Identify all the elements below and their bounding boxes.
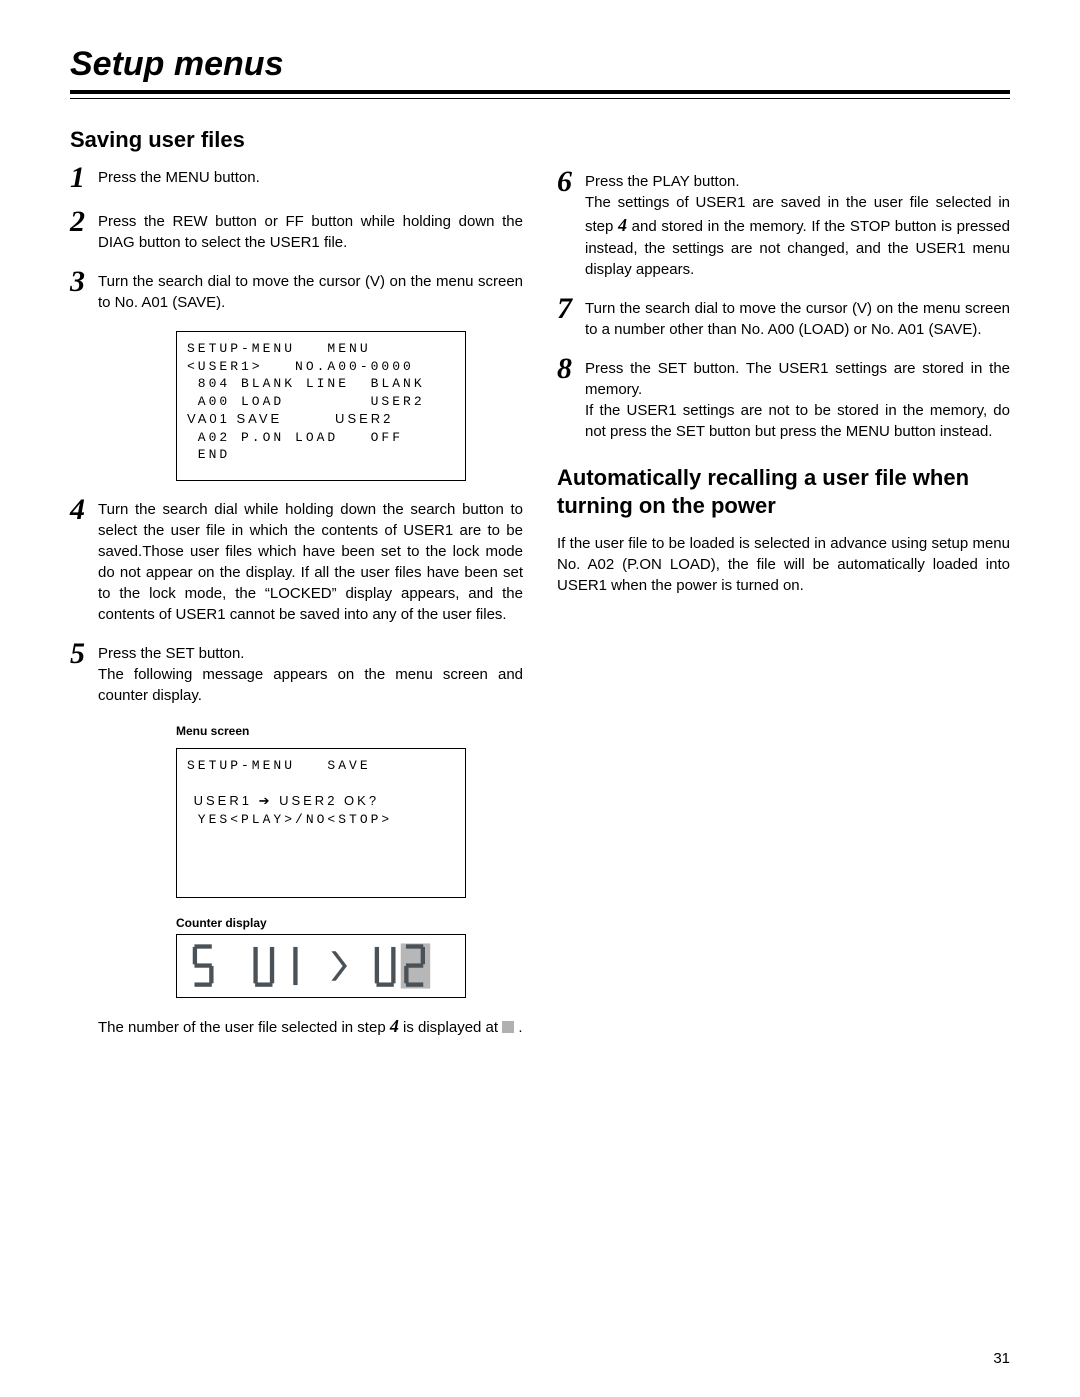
s5-after-b: is displayed at [399,1019,502,1036]
saving-files-heading: Saving user files [70,127,523,153]
step-1: 1 Press the MENU button. [70,167,523,193]
step-number-3: 3 [70,267,98,297]
step-5-line1: Press the SET button. [98,645,244,662]
menu1-l1: SETUP-MENU MENU [187,341,371,356]
counter-display-label: Counter display [176,916,523,930]
step-3-text: Turn the search dial to move the cursor … [98,271,523,313]
grey-marker-icon [502,1021,514,1033]
s5-after-a: The number of the user file selected in … [98,1019,390,1036]
counter-display-box [176,934,466,998]
seven-segment-readout [191,943,451,989]
menu1-l3: 804 BLANK LINE BLANK [187,376,425,391]
left-column: Saving user files 1 Press the MENU butto… [70,127,523,1057]
menu2-l3: USER1 ➔ USER2 OK? [187,793,379,808]
s6a: Press the PLAY button. [585,173,740,190]
step-7-text: Turn the search dial to move the cursor … [585,298,1010,340]
auto-recall-heading: Automatically recalling a user file when… [557,464,1010,519]
step-number-1: 1 [70,163,98,193]
step-1-text: Press the MENU button. [98,167,260,188]
s8b: If the USER1 settings are not to be stor… [585,402,1010,440]
menu1-l2: <USER1> NO.A00-0000 [187,359,414,374]
step-5-footer-text: The number of the user file selected in … [98,1014,523,1039]
menu1-l5: VA01 SAVE USER2 [187,411,393,426]
step-8: 8 Press the SET button. The USER1 settin… [557,358,1010,442]
step-6-text: Press the PLAY button. The settings of U… [585,171,1010,280]
step-4-text: Turn the search dial while holding down … [98,499,523,625]
step-number-8: 8 [557,354,585,384]
menu-screen-box-2: SETUP-MENU SAVE USER1 ➔ USER2 OK? YES<PL… [176,748,466,898]
step-7: 7 Turn the search dial to move the curso… [557,298,1010,340]
step-number-4: 4 [70,495,98,525]
two-column-layout: Saving user files 1 Press the MENU butto… [70,127,1010,1057]
menu2-l1: SETUP-MENU SAVE [187,758,371,773]
step-5-line2: The following message appears on the men… [98,666,523,704]
menu-screen-box-1: SETUP-MENU MENU <USER1> NO.A00-0000 804 … [176,331,466,481]
auto-recall-paragraph: If the user file to be loaded is selecte… [557,533,1010,596]
page-title: Setup menus [70,45,1010,84]
s6b-b: and stored in the memory. If the STOP bu… [585,218,1010,278]
menu1-l4: A00 LOAD USER2 [187,394,425,409]
title-rule [70,90,1010,99]
step-5-footer: The number of the user file selected in … [98,1014,523,1039]
step-2: 2 Press the REW button or FF button whil… [70,211,523,253]
step-8-text: Press the SET button. The USER1 settings… [585,358,1010,442]
inline-step-4: 4 [390,1016,399,1036]
step-number-5: 5 [70,639,98,669]
s8a: Press the SET button. The USER1 settings… [585,360,1010,398]
menu-screen-label: Menu screen [176,724,523,738]
step-number-2: 2 [70,207,98,237]
menu1-l7: END [187,447,230,462]
menu2-l4: YES<PLAY>/NO<STOP> [187,812,392,827]
step-2-text: Press the REW button or FF button while … [98,211,523,253]
step-5-text: Press the SET button. The following mess… [98,643,523,706]
step-3: 3 Turn the search dial to move the curso… [70,271,523,313]
step-number-6: 6 [557,167,585,197]
step-4: 4 Turn the search dial while holding dow… [70,499,523,625]
step-number-7: 7 [557,294,585,324]
step-5: 5 Press the SET button. The following me… [70,643,523,706]
right-column: 6 Press the PLAY button. The settings of… [557,127,1010,1057]
menu1-l6: A02 P.ON LOAD OFF [187,430,403,445]
step-6: 6 Press the PLAY button. The settings of… [557,171,1010,280]
page-number: 31 [993,1350,1010,1367]
inline-step-4b: 4 [618,215,627,235]
